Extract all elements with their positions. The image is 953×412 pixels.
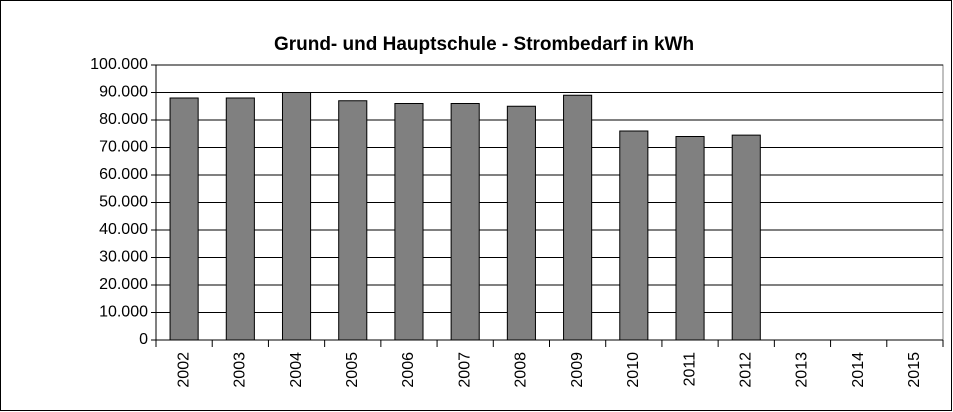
y-tick-label: 80.000 [99, 111, 148, 128]
bar [225, 97, 255, 341]
x-tick-label: 2012 [737, 352, 754, 388]
bar [169, 97, 199, 341]
bar [563, 94, 593, 341]
bar [394, 103, 424, 341]
x-tick-label: 2010 [625, 352, 642, 388]
x-tick-label: 2015 [906, 352, 923, 388]
y-tick-label: 30.000 [99, 249, 148, 266]
x-tick-label: 2011 [681, 352, 698, 387]
bar [281, 92, 312, 341]
x-tick-label: 2007 [456, 352, 473, 388]
bar [450, 103, 480, 341]
x-tick-label: 2002 [175, 352, 192, 388]
y-tick-label: 60.000 [99, 166, 148, 183]
x-tick-label: 2008 [513, 352, 530, 388]
y-tick-label: 20.000 [99, 276, 148, 293]
x-tick-label: 2003 [232, 352, 249, 388]
y-tick-label: 90.000 [99, 84, 148, 101]
y-tick-label: 50.000 [99, 194, 148, 211]
bar [619, 130, 649, 341]
x-tick-label: 2014 [850, 352, 867, 388]
x-tick-label: 2004 [288, 352, 305, 388]
y-tick-label: 40.000 [99, 221, 148, 238]
y-tick-label: 100.000 [90, 56, 148, 73]
y-tick-label: 10.000 [99, 304, 148, 321]
x-tick-label: 2009 [569, 352, 586, 388]
x-tick-label: 2005 [344, 352, 361, 388]
y-tick-label: 0 [139, 331, 148, 348]
bar [731, 134, 761, 341]
bar [506, 105, 536, 341]
x-tick-label: 2013 [794, 352, 811, 388]
chart-title: Grund- und Hauptschule - Strombedarf in … [274, 34, 694, 55]
y-tick-label: 70.000 [99, 139, 148, 156]
bar [675, 136, 705, 341]
x-tick-label: 2006 [400, 352, 417, 388]
bar [338, 100, 368, 341]
